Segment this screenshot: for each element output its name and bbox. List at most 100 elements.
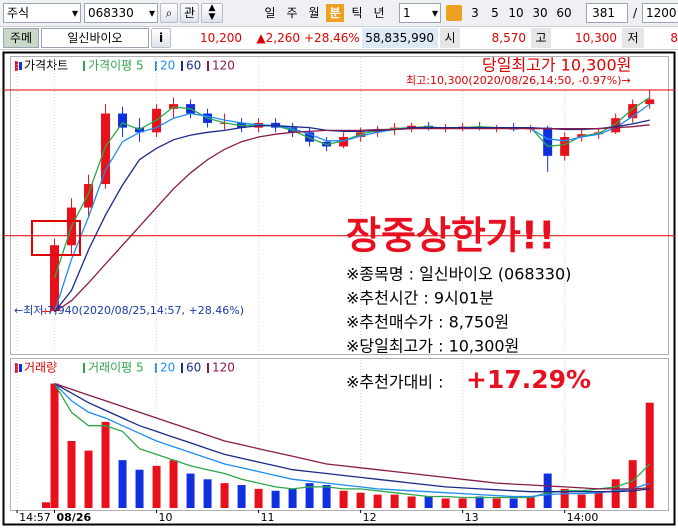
market-select[interactable]: 주식 ▾ bbox=[3, 3, 81, 23]
candle-body bbox=[560, 137, 570, 156]
chart-annotation: 당일최고가 10,300원 bbox=[482, 56, 631, 75]
candle-body bbox=[254, 122, 264, 128]
code: 068330 bbox=[88, 6, 134, 20]
candle-body bbox=[50, 245, 60, 312]
period-button[interactable]: 년 bbox=[373, 6, 385, 20]
legend-label: 120 bbox=[212, 361, 235, 375]
legend-icon bbox=[15, 61, 18, 71]
period-button[interactable]: 월 bbox=[308, 6, 320, 20]
spin-button[interactable]: ▲ ▼ bbox=[201, 3, 223, 23]
info-button[interactable]: i bbox=[151, 28, 171, 48]
minute-button[interactable]: 3 bbox=[471, 6, 479, 20]
volume-bar bbox=[67, 441, 76, 508]
volume-bar bbox=[628, 460, 637, 508]
toolbar: 주식 ▾ 068330 ▾ ⌕ 관 ▲ ▼ 일 주 월 분 틱 년 1 ▾ 3 5 10… bbox=[0, 0, 678, 27]
volume-bar bbox=[475, 496, 484, 508]
change: ▲2,260 bbox=[256, 31, 300, 45]
candle-body bbox=[526, 127, 536, 130]
candle-body bbox=[305, 132, 315, 142]
legend-title: 거래량 bbox=[24, 361, 57, 375]
dropdown-arrow: ▾ bbox=[148, 6, 155, 20]
low-label: 저 bbox=[622, 28, 644, 48]
candle-body bbox=[237, 122, 247, 128]
volume-bar bbox=[373, 494, 382, 508]
candle-body bbox=[67, 207, 77, 246]
x-tick-label: 14:57 bbox=[19, 511, 51, 524]
stock-name: 일신바이오 bbox=[41, 28, 149, 48]
volume-bar bbox=[390, 494, 399, 508]
total-input[interactable]: 1200 bbox=[642, 3, 678, 23]
legend-swatch bbox=[207, 363, 209, 373]
x-tick-label: 13 bbox=[465, 511, 479, 524]
candle-body bbox=[594, 132, 604, 135]
x-tick-label: 08/26 bbox=[57, 511, 92, 524]
interval: 1 bbox=[403, 6, 411, 20]
interval-select[interactable]: 1 ▾ bbox=[399, 3, 441, 23]
watch-button[interactable]: 관 bbox=[180, 3, 199, 23]
moving-average-line bbox=[53, 119, 650, 313]
minute-button[interactable]: 60 bbox=[556, 6, 572, 20]
candle-body bbox=[288, 127, 298, 133]
moving-average-line bbox=[53, 96, 651, 279]
volume-bar bbox=[254, 488, 263, 508]
price-panel bbox=[10, 56, 669, 355]
annotation-line: ※추천매수가 : 8,750원 bbox=[346, 313, 509, 332]
candle-body bbox=[220, 122, 230, 124]
legend-swatch bbox=[207, 61, 209, 71]
menu-label[interactable]: 주메 bbox=[3, 28, 39, 48]
candle-body bbox=[101, 113, 111, 185]
candle-body bbox=[203, 113, 213, 123]
period-button[interactable]: 일 bbox=[264, 6, 276, 20]
volume-bar bbox=[492, 498, 501, 508]
volume-bar bbox=[101, 421, 110, 508]
minute-button[interactable]: 30 bbox=[532, 6, 548, 20]
high-label: 고 bbox=[531, 28, 551, 48]
legend-label: 거래이평 5 bbox=[88, 361, 144, 375]
legend-swatch bbox=[83, 363, 85, 373]
candle-body bbox=[492, 127, 502, 129]
legend-label: 20 bbox=[160, 59, 175, 73]
volume-bar bbox=[611, 479, 620, 508]
volume-bar bbox=[203, 479, 212, 508]
volume-bar bbox=[288, 488, 297, 508]
headline: 장중상한가!! bbox=[346, 214, 555, 258]
high-price: 10,300 bbox=[575, 31, 617, 45]
candle-body bbox=[390, 127, 400, 130]
volume-bar bbox=[577, 494, 586, 508]
volume-bar bbox=[526, 496, 535, 508]
volume-bar bbox=[152, 465, 161, 508]
compare-value: +17.29% bbox=[466, 365, 591, 394]
candle-body bbox=[628, 104, 638, 119]
volume-bar bbox=[424, 496, 433, 508]
legend-swatch bbox=[181, 363, 183, 373]
annotation-line: ※종목명 : 일신바이오 (068330) bbox=[346, 265, 571, 284]
minute-button[interactable]: 5 bbox=[491, 6, 499, 20]
volume-bar bbox=[186, 473, 195, 508]
volume-bar bbox=[271, 490, 280, 508]
candle-body bbox=[41, 311, 51, 313]
chart-annotation: 최고:10,300(2020/08/26,14:50, -0.97%)→ bbox=[406, 74, 631, 87]
legend-swatch bbox=[83, 61, 85, 71]
candle-body bbox=[169, 104, 179, 109]
period-button-active[interactable]: 분 bbox=[326, 4, 344, 22]
legend-label: 60 bbox=[186, 59, 201, 73]
candle-body bbox=[611, 118, 621, 133]
x-tick-label: 12 bbox=[363, 511, 377, 524]
interval-icon[interactable] bbox=[446, 5, 462, 21]
volume-bar bbox=[356, 492, 365, 508]
count-input[interactable]: 381 bbox=[586, 3, 628, 23]
volume-bar bbox=[118, 460, 127, 508]
price: 10,200 bbox=[200, 31, 242, 45]
chart-annotation: ←최저:7,940(2020/08/25,14:57, +28.46%) bbox=[14, 304, 244, 317]
period-button[interactable]: 틱 bbox=[351, 6, 363, 20]
minute-button[interactable]: 10 bbox=[508, 6, 524, 20]
volume-bar bbox=[560, 488, 569, 508]
legend-label: 120 bbox=[212, 59, 235, 73]
period-button[interactable]: 주 bbox=[286, 6, 298, 20]
search-button[interactable]: ⌕ bbox=[160, 3, 178, 23]
volume-bar bbox=[509, 498, 518, 508]
market: 주식 bbox=[7, 6, 30, 20]
dropdown-arrow: ▾ bbox=[431, 6, 438, 20]
code-input[interactable]: 068330 ▾ bbox=[84, 3, 158, 23]
